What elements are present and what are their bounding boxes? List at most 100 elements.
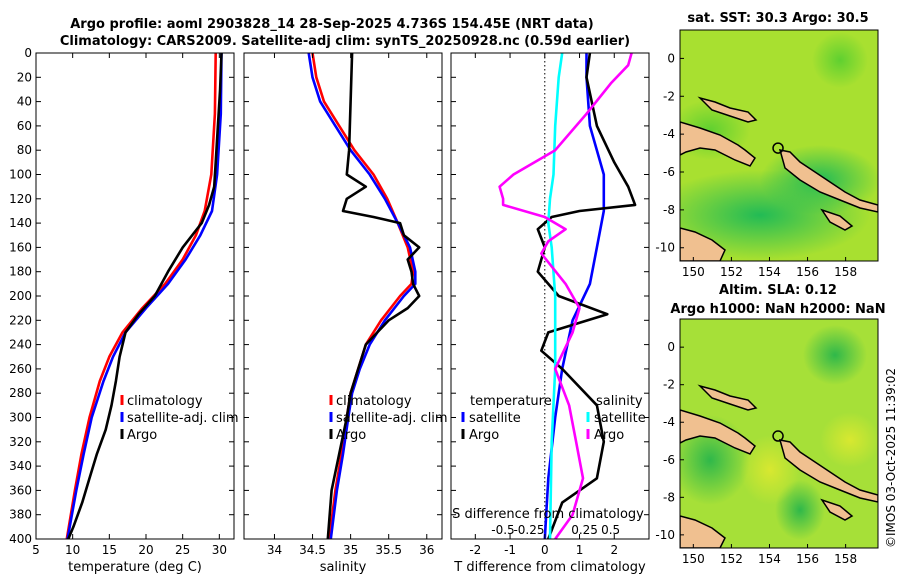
sla-low-1 (803, 325, 867, 385)
sla-map-title-line1: Altim. SLA: 0.12 (719, 283, 837, 298)
legend-label: Argo (127, 428, 157, 443)
series-salinity-argo (498, 52, 633, 540)
map-x-tick-label: 158 (834, 552, 857, 566)
x-axis-label: salinity (320, 560, 367, 575)
y-tick-label: 280 (9, 386, 32, 400)
map-x-tick-label: 158 (834, 265, 857, 279)
sla-land-png (680, 515, 726, 548)
y-tick-label: 360 (9, 483, 32, 497)
map-x-tick-label: 154 (758, 265, 781, 279)
sla-high-2 (820, 412, 878, 468)
y-tick-label: 380 (9, 508, 32, 522)
y-tick-label: 220 (9, 313, 32, 327)
series-salinity-satellite (546, 52, 564, 540)
plot-frame (243, 52, 443, 540)
x-tick-label: 0 (541, 543, 549, 557)
x-axis-label: temperature (deg C) (68, 560, 202, 575)
legend-salinity-title: salinity (596, 394, 643, 409)
map-y-tick-label: -8 (663, 203, 675, 217)
sla-land-new-ireland (697, 384, 758, 411)
map-y-tick-label: -10 (655, 241, 675, 255)
series-temperature-argo (536, 52, 637, 540)
x2-tick-label: -0.25 (513, 523, 544, 537)
sst-land-new-ireland (697, 96, 758, 123)
map-y-tick-label: -2 (663, 89, 675, 103)
x-tick-label: 35 (343, 543, 358, 557)
map-y-tick-label: 0 (667, 51, 675, 65)
legend-label: satellite (469, 411, 521, 426)
y-tick-label: 400 (9, 532, 32, 546)
y-tick-label: 60 (17, 119, 32, 133)
x-tick-label: 20 (138, 543, 153, 557)
sst-land-new-britain (680, 121, 756, 167)
map-y-tick-label: 0 (667, 340, 675, 354)
series-satellite-adj-clim (66, 52, 223, 540)
x-tick-label: 34 (267, 543, 282, 557)
sla-land-new-britain (680, 409, 756, 455)
series-satellite-adj-clim (307, 52, 417, 540)
x-tick-label: -1 (504, 543, 516, 557)
series-argo (67, 52, 223, 540)
x2-tick-label: 0.5 (601, 523, 620, 537)
x-tick-label: 10 (65, 543, 80, 557)
legend-label: climatology (127, 394, 203, 409)
series-climatology (65, 52, 217, 540)
y-tick-label: 260 (9, 362, 32, 376)
y-tick-label: 240 (9, 338, 32, 352)
x-tick-label: 2 (610, 543, 618, 557)
y-tick-label: 320 (9, 435, 32, 449)
map-y-tick-label: -6 (663, 453, 675, 467)
y-tick-label: 20 (17, 70, 32, 84)
y-tick-label: 100 (9, 168, 32, 182)
y-tick-label: 140 (9, 216, 32, 230)
y-tick-label: 80 (17, 143, 32, 157)
x-tick-label: 36 (419, 543, 434, 557)
y-tick-label: 300 (9, 411, 32, 425)
sst-map (680, 30, 878, 261)
temperature-panel: 5 10 15 20 25 30 temperature (deg C) 0 20 40 60 80 1… (9, 46, 239, 575)
sst-map-frame (679, 29, 879, 262)
y-tick-label: 120 (9, 192, 32, 206)
legend-label: Argo (336, 428, 366, 443)
series-climatology (311, 52, 415, 540)
x2-tick-label: -0.5 (491, 523, 514, 537)
legend-label: satellite-adj. clim (336, 411, 448, 426)
x-tick-label: 30 (212, 543, 227, 557)
legend-label: Argo (469, 428, 499, 443)
x-tick-label: 5 (32, 543, 40, 557)
sst-land-solomons (778, 149, 878, 213)
map-y-tick-label: -10 (655, 528, 675, 542)
y-tick-label: 0 (24, 46, 32, 60)
y-tick-label: 180 (9, 265, 32, 279)
legend-label: Argo (594, 428, 624, 443)
imos-credit: ©IMOS 03-Oct-2025 11:39:02 (884, 368, 898, 548)
map-y-tick-label: -4 (663, 127, 675, 141)
sla-map (680, 319, 878, 548)
sla-map-axes: 150 152 154 156 158 0 -2 -4 -6 -8 -10 (655, 340, 857, 566)
map-x-tick-label: 156 (796, 265, 819, 279)
y-tick-label: 160 (9, 240, 32, 254)
sst-map-title: sat. SST: 30.3 Argo: 30.5 (687, 11, 868, 26)
sst-land-png (680, 227, 726, 261)
x-tick-label: 25 (175, 543, 190, 557)
legend-label: satellite (594, 411, 646, 426)
sst-land-island (820, 208, 854, 231)
map-x-tick-label: 150 (682, 265, 705, 279)
y-tick-label: 340 (9, 459, 32, 473)
map-y-tick-label: -6 (663, 165, 675, 179)
x-tick-label: 1 (576, 543, 584, 557)
sst-float-marker (772, 142, 784, 154)
sla-map-frame (679, 318, 879, 549)
figure-title-line2: Climatology: CARS2009. Satellite-adj cli… (60, 34, 630, 49)
sla-map-title-line2: Argo h1000: NaN h2000: NaN (670, 302, 885, 317)
x-tick-label: 34.5 (299, 543, 326, 557)
sla-land-solomons (778, 439, 878, 503)
y-tick-label: 40 (17, 95, 32, 109)
x-tick-label: 15 (102, 543, 117, 557)
legend-temperature-title: temperature (470, 394, 552, 409)
map-y-tick-label: -2 (663, 378, 675, 392)
x2-tick-label: 0.25 (571, 523, 598, 537)
figure-title-line1: Argo profile: aoml 2903828_14 28-Sep-202… (70, 17, 594, 32)
series-temperature-satellite (543, 53, 606, 540)
